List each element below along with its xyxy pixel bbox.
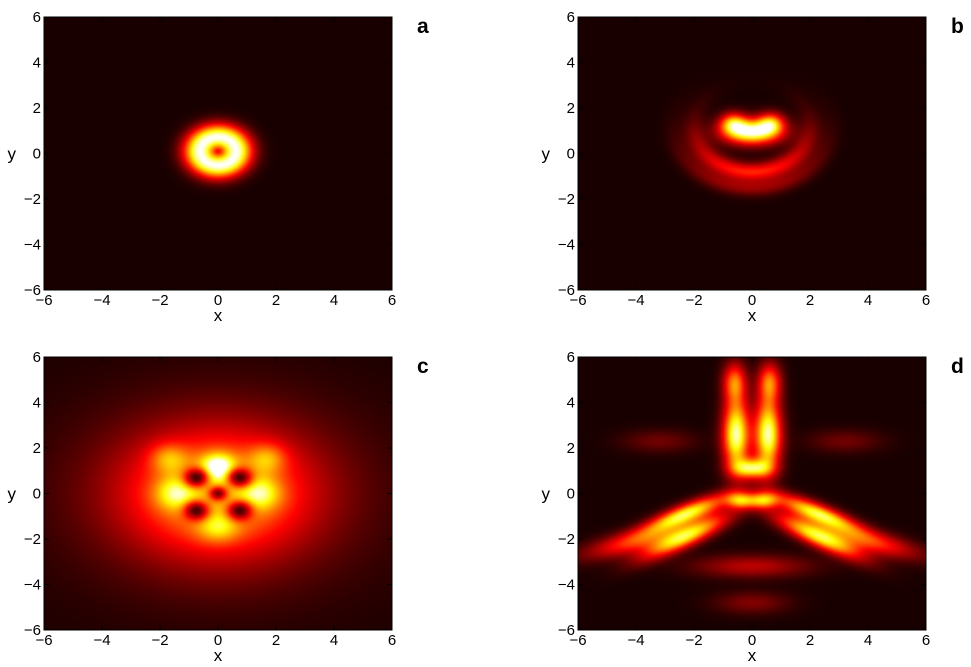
x-tick-label: −6 bbox=[35, 292, 52, 309]
y-tick-label: −4 bbox=[24, 577, 41, 594]
x-tick-label: −4 bbox=[627, 632, 644, 649]
y-tick-label: 4 bbox=[33, 395, 41, 412]
y-tick-label: −4 bbox=[558, 237, 575, 254]
panel-letter: a bbox=[417, 15, 429, 38]
x-tick-label: 4 bbox=[330, 292, 338, 309]
x-tick-label: −4 bbox=[627, 292, 644, 309]
x-tick-label: 6 bbox=[922, 292, 930, 309]
x-tick-label: 2 bbox=[806, 632, 814, 649]
y-tick-label: −6 bbox=[558, 282, 575, 299]
x-axis-label: x bbox=[214, 306, 223, 325]
panel-letter: b bbox=[951, 15, 964, 38]
x-tick-label: 4 bbox=[864, 632, 872, 649]
x-tick-label: 2 bbox=[272, 632, 280, 649]
x-tick-label: 2 bbox=[806, 292, 814, 309]
x-tick-label: −4 bbox=[93, 292, 110, 309]
x-tick-label: −6 bbox=[35, 632, 52, 649]
x-tick-label: 0 bbox=[214, 632, 222, 649]
x-tick-label: −6 bbox=[569, 632, 586, 649]
x-axis-label: x bbox=[748, 306, 757, 325]
x-axis-label: x bbox=[214, 646, 223, 665]
y-tick-label: −6 bbox=[24, 622, 41, 639]
y-tick-label: 6 bbox=[567, 9, 575, 26]
heatmap-image bbox=[44, 17, 392, 290]
x-tick-label: 0 bbox=[748, 292, 756, 309]
y-tick-label: 6 bbox=[33, 9, 41, 26]
y-tick-label: −4 bbox=[558, 577, 575, 594]
heatmap-image bbox=[578, 17, 926, 290]
y-tick-label: −6 bbox=[558, 622, 575, 639]
heatmap-image bbox=[44, 357, 392, 630]
y-tick-label: −6 bbox=[24, 282, 41, 299]
panel-b: −6 −4 −2 0 2 4 6 −6 −4 −2 0 2 4 6 x y b bbox=[542, 9, 964, 325]
x-tick-label: 0 bbox=[748, 632, 756, 649]
y-tick-label: 0 bbox=[567, 146, 575, 163]
x-tick-label: 6 bbox=[388, 292, 396, 309]
x-axis-label: x bbox=[748, 646, 757, 665]
y-tick-label: 6 bbox=[567, 349, 575, 366]
panel-c: −6 −4 −2 0 2 4 6 −6 −4 −2 0 2 4 6 x y c bbox=[8, 349, 430, 665]
y-tick-label: 2 bbox=[567, 100, 575, 117]
x-tick-label: 2 bbox=[272, 292, 280, 309]
y-axis-label: y bbox=[8, 485, 17, 504]
y-tick-label: 2 bbox=[567, 440, 575, 457]
x-tick-label: −2 bbox=[685, 292, 702, 309]
y-tick-label: −2 bbox=[558, 531, 575, 548]
y-tick-label: −4 bbox=[24, 237, 41, 254]
y-tick-label: −2 bbox=[558, 191, 575, 208]
panel-a: −6 −4 −2 0 2 4 6 −6 −4 −2 0 2 4 6 x y a bbox=[8, 9, 430, 325]
y-axis-label: y bbox=[8, 145, 17, 164]
x-tick-label: 4 bbox=[864, 292, 872, 309]
x-tick-label: −2 bbox=[151, 632, 168, 649]
x-tick-label: −4 bbox=[93, 632, 110, 649]
x-tick-label: 6 bbox=[922, 632, 930, 649]
y-axis-label: y bbox=[542, 145, 551, 164]
y-tick-label: 2 bbox=[33, 100, 41, 117]
y-tick-label: 4 bbox=[567, 395, 575, 412]
y-tick-label: 0 bbox=[33, 486, 41, 503]
x-tick-label: 0 bbox=[214, 292, 222, 309]
x-tick-label: 6 bbox=[388, 632, 396, 649]
x-tick-label: −2 bbox=[151, 292, 168, 309]
x-tick-label: −6 bbox=[569, 292, 586, 309]
y-tick-label: 6 bbox=[33, 349, 41, 366]
panel-letter: d bbox=[951, 355, 964, 378]
y-axis-label: y bbox=[542, 485, 551, 504]
x-tick-label: −2 bbox=[685, 632, 702, 649]
y-tick-label: −2 bbox=[24, 191, 41, 208]
heatmap-image bbox=[578, 357, 926, 630]
y-tick-label: 0 bbox=[33, 146, 41, 163]
y-tick-label: −2 bbox=[24, 531, 41, 548]
x-tick-label: 4 bbox=[330, 632, 338, 649]
y-tick-label: 0 bbox=[567, 486, 575, 503]
panel-d: −6 −4 −2 0 2 4 6 −6 −4 −2 0 2 4 6 x y d bbox=[542, 349, 964, 665]
y-tick-label: 4 bbox=[567, 55, 575, 72]
y-tick-label: 4 bbox=[33, 55, 41, 72]
panel-letter: c bbox=[417, 355, 429, 378]
y-tick-label: 2 bbox=[33, 440, 41, 457]
